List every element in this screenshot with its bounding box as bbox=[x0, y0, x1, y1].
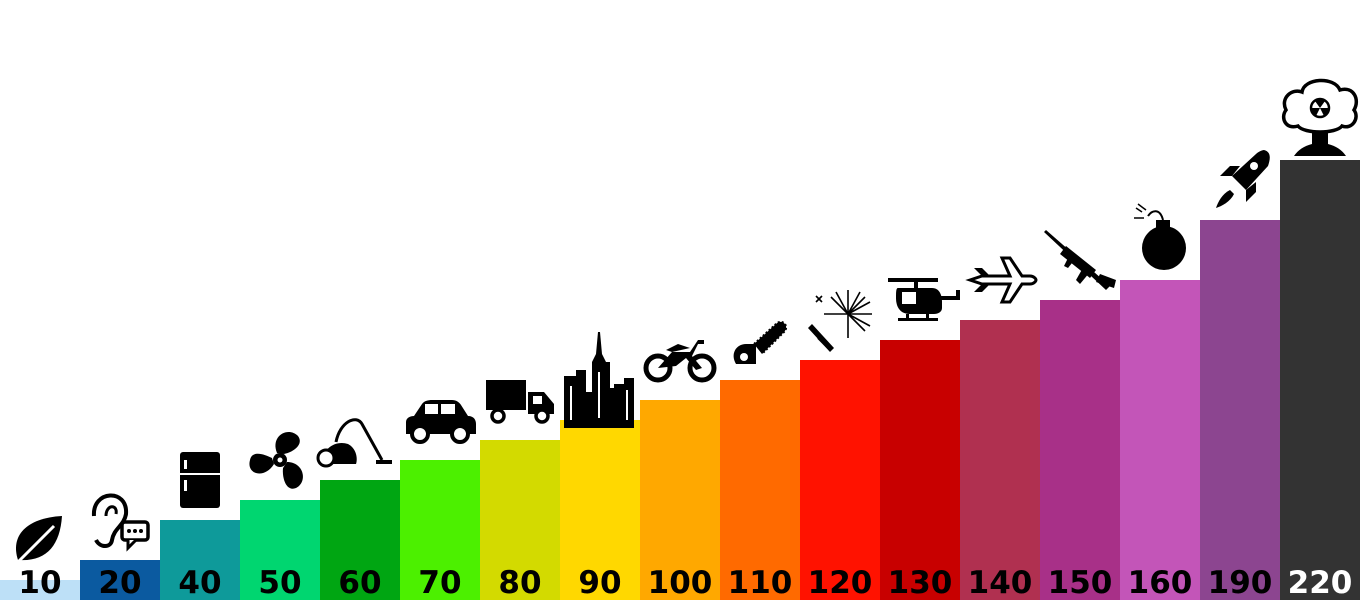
bar-100 bbox=[640, 400, 721, 600]
bar-60 bbox=[320, 480, 401, 600]
bar-110 bbox=[720, 380, 801, 600]
bar-150 bbox=[1040, 300, 1121, 600]
ear-chat-icon bbox=[91, 493, 150, 552]
value-label-10: 10 bbox=[18, 565, 61, 600]
fan-icon bbox=[249, 432, 303, 489]
rocket-icon bbox=[1216, 150, 1270, 208]
nuclear-explosion-icon bbox=[1281, 78, 1359, 156]
fridge-icon bbox=[180, 452, 220, 508]
bomb-icon bbox=[1134, 203, 1186, 270]
value-label-150: 150 bbox=[1048, 565, 1113, 600]
leaf-icon bbox=[14, 516, 62, 566]
bar-140 bbox=[960, 320, 1041, 600]
bars-layer bbox=[0, 160, 1360, 600]
value-label-20: 20 bbox=[98, 565, 141, 600]
icons-layer bbox=[14, 78, 1359, 566]
value-label-60: 60 bbox=[338, 565, 381, 600]
bar-20 bbox=[80, 560, 161, 600]
value-label-90: 90 bbox=[578, 565, 621, 600]
car-icon bbox=[406, 400, 476, 444]
bar-80 bbox=[480, 440, 561, 600]
value-label-120: 120 bbox=[808, 565, 873, 600]
vacuum-icon bbox=[316, 418, 392, 468]
labels-layer: 10 20 40 50 60 70 80 90 100 110 120 130 140 150 160 190… bbox=[18, 565, 1352, 600]
chainsaw-icon bbox=[733, 320, 788, 364]
value-label-140: 140 bbox=[968, 565, 1033, 600]
bar-220 bbox=[1280, 160, 1360, 600]
value-label-40: 40 bbox=[178, 565, 221, 600]
bar-10 bbox=[0, 580, 81, 600]
value-label-130: 130 bbox=[888, 565, 953, 600]
value-label-220: 220 bbox=[1288, 565, 1353, 600]
value-label-190: 190 bbox=[1208, 565, 1273, 600]
value-label-50: 50 bbox=[258, 565, 301, 600]
bar-40 bbox=[160, 520, 241, 600]
value-label-160: 160 bbox=[1128, 565, 1193, 600]
bar-130 bbox=[880, 340, 961, 600]
fireworks-icon bbox=[808, 290, 872, 352]
value-label-100: 100 bbox=[648, 565, 713, 600]
bar-50 bbox=[240, 500, 321, 600]
bar-90 bbox=[560, 420, 641, 600]
bar-120 bbox=[800, 360, 881, 600]
value-label-80: 80 bbox=[498, 565, 541, 600]
helicopter-icon bbox=[888, 278, 960, 321]
bar-190 bbox=[1200, 220, 1281, 600]
jet-icon bbox=[965, 256, 1038, 304]
value-label-70: 70 bbox=[418, 565, 461, 600]
city-icon bbox=[564, 332, 634, 428]
value-label-110: 110 bbox=[728, 565, 793, 600]
bar-160 bbox=[1120, 280, 1201, 600]
motorcycle-icon bbox=[643, 340, 717, 383]
rifle-icon bbox=[1044, 230, 1116, 290]
bar-70 bbox=[400, 460, 481, 600]
truck-icon bbox=[486, 380, 554, 424]
